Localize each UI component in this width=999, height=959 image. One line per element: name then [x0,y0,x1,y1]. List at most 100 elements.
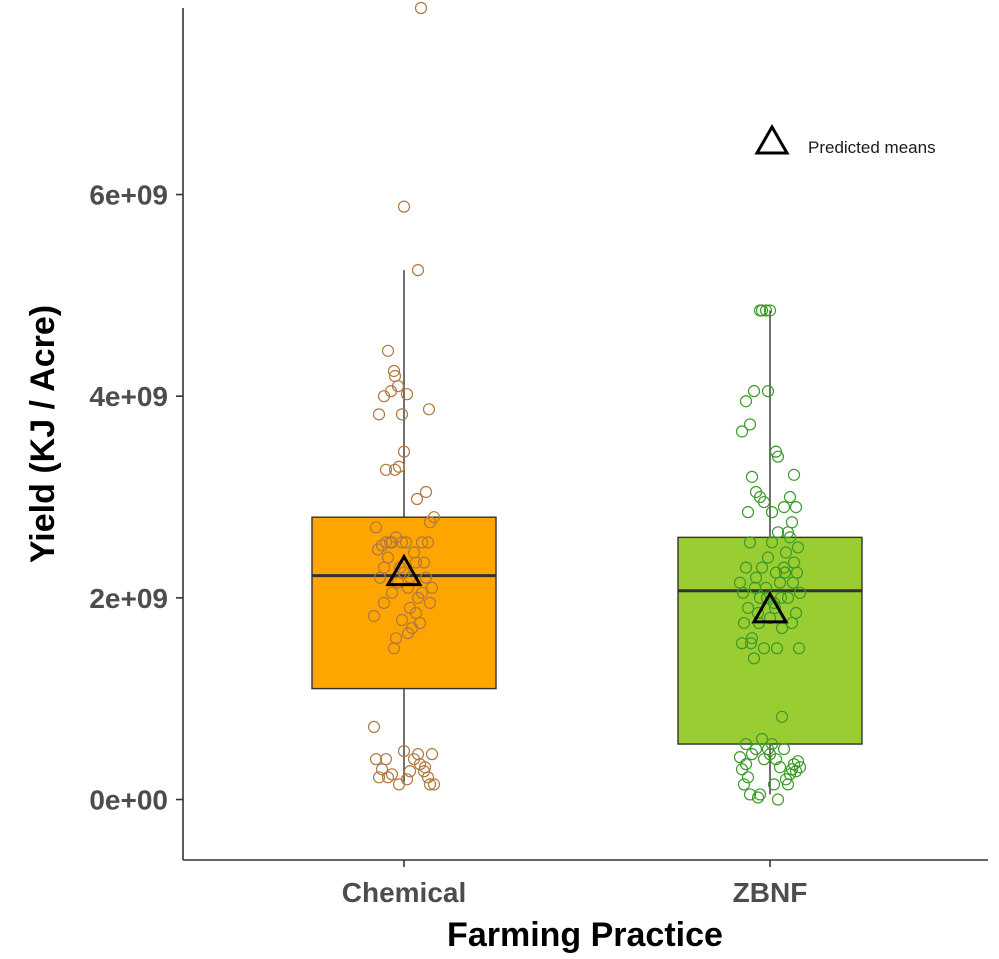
chemical-data-point [414,1,428,15]
chemical-data-point [389,531,403,544]
zbnf-data-point [745,470,759,483]
chemical-data-point [369,753,383,766]
y-axis-title: Yield (KJ / Acre) [24,305,62,563]
zbnf-data-point [737,778,751,791]
zbnf-data-point [791,755,805,768]
zbnf-data-point [777,742,791,756]
zbnf-data-point [779,546,793,559]
zbnf-data-point [793,761,807,774]
legend-label: Predicted means [808,138,936,157]
chemical-data-point [415,586,429,599]
chemical-data-point [400,773,414,786]
zbnf-data-point [791,541,805,554]
zbnf-data-point [789,501,803,514]
chemical-data-point [423,596,437,609]
zbnf-data-point [739,395,753,408]
zbnf-data-point [771,793,785,806]
x-axis-title: Farming Practice [447,916,723,954]
y-tick-label: 6e+09 [89,180,168,211]
chemical-data-point [379,753,393,766]
chemical-data-point [419,485,433,499]
chemical-data-point [371,543,385,556]
chemical-predicted-mean-marker [385,553,423,587]
zbnf-box [677,536,863,745]
chemical-data-point [372,408,386,421]
zbnf-data-point [771,526,785,539]
zbnf-data-point [741,601,755,615]
zbnf-data-point [790,566,804,579]
legend-triangle-icon [754,123,790,155]
chemical-box [311,516,497,690]
zbnf-data-point [739,758,753,771]
zbnf-data-point [781,526,795,539]
chemical-data-point [427,778,441,791]
chemical-data-point [427,511,441,524]
x-tick-label-zbnf: ZBNF [733,877,808,908]
chemical-data-point [367,609,381,623]
chemical-data-point [385,586,399,599]
zbnf-data-point [787,468,801,481]
zbnf-data-point [761,551,775,564]
chemical-data-point [391,576,405,589]
chemical-data-point [385,768,399,781]
zbnf-data-point [749,571,763,584]
zbnf-data-point [785,516,799,529]
chemical-data-point [369,521,383,534]
zbnf-data-point [735,637,749,650]
zbnf-data-point [775,710,789,723]
chemical-data-point [417,556,431,569]
chemical-data-point [409,556,423,569]
zbnf-data-point [735,425,749,438]
zbnf-data-point [753,591,767,604]
chemical-data-point [395,408,409,421]
zbnf-data-point [767,778,781,791]
zbnf-data-point [733,751,747,764]
zbnf-data-point [765,506,779,519]
zbnf-data-point [743,788,757,801]
zbnf-data-point [736,586,750,599]
chemical-data-point [397,745,411,758]
zbnf-data-point [774,591,788,604]
zbnf-data-point [769,445,783,458]
zbnf-data-point [745,632,759,645]
zbnf-data-point [783,531,797,544]
chemical-data-point [395,613,409,627]
chemical-data-point [411,264,425,277]
zbnf-data-point [747,652,761,665]
zbnf-data-point [763,611,777,625]
zbnf-data-point [741,771,755,784]
chemical-data-point [367,720,381,734]
zbnf-data-point [757,495,771,509]
zbnf-data-point [761,385,775,398]
data-points [367,1,807,806]
zbnf-data-point [753,304,767,317]
zbnf-data-point [737,616,751,630]
zbnf-data-point [763,304,777,317]
zbnf-data-point [751,606,765,620]
chemical-data-point [401,581,415,594]
chemical-data-point [377,596,391,609]
zbnf-data-point [759,304,773,317]
boxes [311,270,863,795]
zbnf-data-point [755,732,769,746]
chemical-data-point [397,200,411,213]
chemical-data-point [392,778,406,791]
zbnf-data-point [751,791,765,804]
zbnf-data-point [749,742,763,756]
predicted-means [385,553,789,624]
zbnf-data-point [753,788,767,801]
chemical-data-point [422,403,436,416]
chemical-data-point [387,364,401,378]
zbnf-data-point [792,642,806,655]
zbnf-data-point [755,561,769,574]
x-ticks: Chemical ZBNF [342,860,808,908]
chemical-data-point [372,771,386,784]
chemical-data-point [418,761,432,774]
chemical-data-point [379,463,393,476]
chemical-data-point [425,748,439,761]
chemical-data-point [397,445,411,458]
chemical-data-point [399,536,413,549]
zbnf-data-point [747,385,761,398]
chemical-data-point [388,463,402,476]
